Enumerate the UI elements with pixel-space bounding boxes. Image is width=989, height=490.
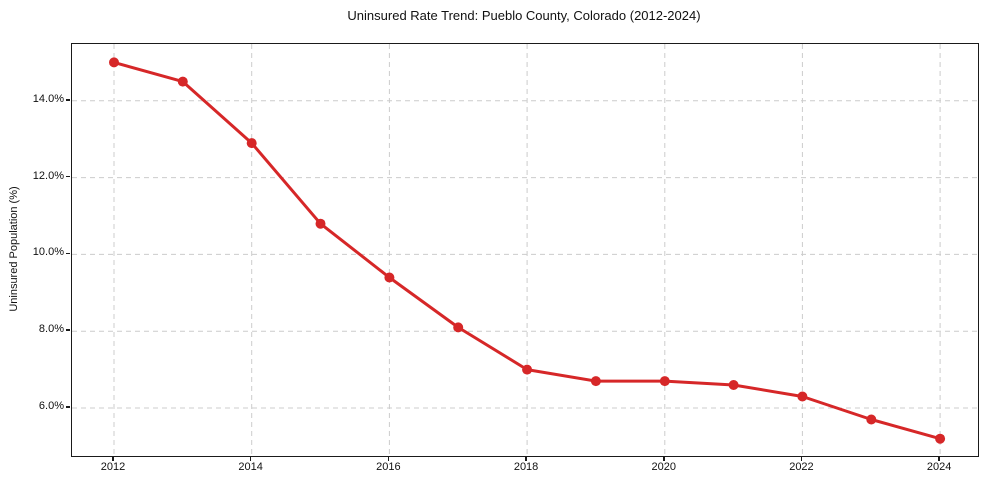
data-point-2016 <box>384 272 395 283</box>
y-tick-label: 14.0% <box>32 92 64 105</box>
data-point-2012 <box>109 57 119 68</box>
plot-area <box>71 43 979 457</box>
x-tick-mark <box>249 456 252 461</box>
data-point-2017 <box>453 322 464 333</box>
data-point-2018 <box>522 364 533 375</box>
x-tick-label: 2024 <box>926 461 952 473</box>
y-tick-mark <box>66 175 70 178</box>
data-point-2021 <box>728 380 739 390</box>
x-tick-label: 2016 <box>376 461 401 473</box>
y-tick-label: 6.0% <box>38 400 64 412</box>
data-point-2015 <box>315 218 326 229</box>
data-point-2014 <box>246 138 257 149</box>
data-point-2024 <box>935 433 946 444</box>
y-tick-label: 12.0% <box>32 169 64 182</box>
data-point-2013 <box>177 76 188 87</box>
y-tick-mark <box>66 329 70 331</box>
x-tick-label: 2014 <box>238 461 263 473</box>
x-tick-label: 2012 <box>100 461 126 473</box>
data-point-2022 <box>797 391 808 402</box>
x-tick-mark <box>525 456 527 461</box>
data-point-2020 <box>659 376 670 387</box>
chart-title: Uninsured Rate Trend: Pueblo County, Col… <box>347 8 701 23</box>
x-tick-label: 2022 <box>789 461 814 473</box>
y-tick-mark <box>66 99 70 101</box>
x-tick-mark <box>112 456 114 461</box>
y-tick-mark <box>66 406 70 408</box>
y-tick-label: 10.0% <box>32 246 64 259</box>
x-tick-label: 2018 <box>513 461 539 473</box>
trend-line-plot <box>72 44 978 456</box>
y-tick-label: 8.0% <box>38 323 64 336</box>
data-point-2019 <box>590 376 601 387</box>
x-tick-mark <box>800 456 803 461</box>
data-point-2023 <box>866 414 877 425</box>
y-tick-mark <box>66 252 70 255</box>
x-tick-label: 2020 <box>651 461 676 473</box>
x-tick-mark <box>938 456 940 461</box>
x-tick-mark <box>663 456 665 461</box>
x-tick-mark <box>387 456 390 461</box>
